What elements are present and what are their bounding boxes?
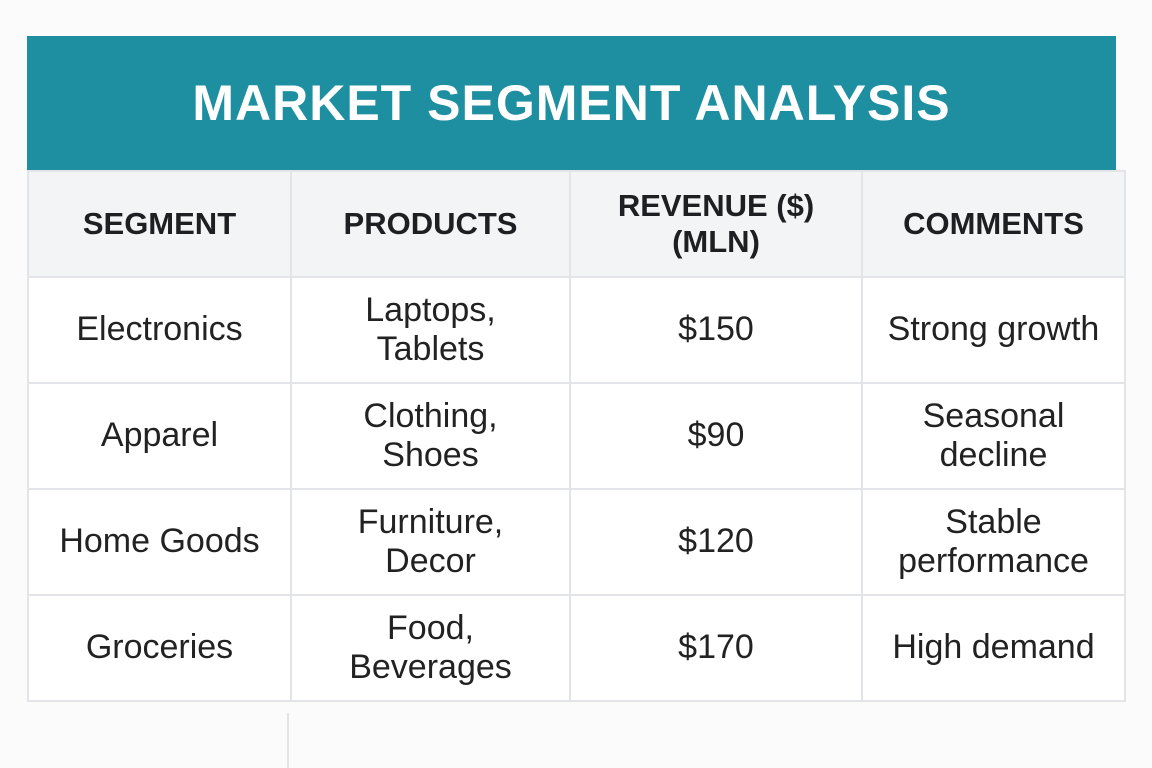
- table-cell: Home Goods: [27, 488, 292, 596]
- table-cell: Clothing, Shoes: [290, 382, 571, 490]
- divider: [287, 713, 289, 768]
- table-body: Electronics Laptops, Tablets $150 Strong gr…: [27, 276, 1126, 702]
- cell-text: High demand: [892, 628, 1095, 667]
- table-cell: Stable performance: [861, 488, 1126, 596]
- cell-text: Apparel: [100, 416, 219, 455]
- table-row: Groceries Food, Beverages $170 High demand: [27, 594, 1126, 702]
- table-row: Apparel Clothing, Shoes $90 Seasonal declin…: [27, 382, 1126, 490]
- header-row: SEGMENT PRODUCTS REVENUE ($) (MLN) COMMENTS: [27, 170, 1126, 278]
- cell-text: Stable performance: [898, 502, 1089, 580]
- table-cell: $150: [569, 276, 863, 384]
- cell-text: $150: [678, 310, 754, 349]
- cell-text: Furniture, Decor: [357, 502, 504, 580]
- column-header-text: COMMENTS: [903, 206, 1084, 242]
- table-cell: Groceries: [27, 594, 292, 702]
- column-header-text: REVENUE ($) (MLN): [617, 188, 815, 259]
- data-table: SEGMENT PRODUCTS REVENUE ($) (MLN) COMMENTS…: [27, 170, 1126, 702]
- cell-text: Groceries: [85, 628, 234, 667]
- table-cell: Apparel: [27, 382, 292, 490]
- table-row: Electronics Laptops, Tablets $150 Strong gr…: [27, 276, 1126, 384]
- table-cell: $170: [569, 594, 863, 702]
- title-bar: MARKET SEGMENT ANALYSIS: [27, 36, 1116, 170]
- table-cell: Laptops, Tablets: [290, 276, 571, 384]
- cell-text: $120: [678, 522, 754, 561]
- cell-text: Home Goods: [59, 522, 260, 561]
- cell-text: $170: [678, 628, 754, 667]
- table-cell: $120: [569, 488, 863, 596]
- table-cell: Strong growth: [861, 276, 1126, 384]
- table-cell: Food, Beverages: [290, 594, 571, 702]
- cell-text: Clothing, Shoes: [363, 396, 498, 474]
- column-header: PRODUCTS: [290, 170, 571, 278]
- table-cell: Furniture, Decor: [290, 488, 571, 596]
- cell-text: Electronics: [76, 310, 243, 349]
- title: MARKET SEGMENT ANALYSIS: [192, 75, 951, 131]
- table-row: Home Goods Furniture, Decor $120 Stable per…: [27, 488, 1126, 596]
- cell-text: Laptops, Tablets: [365, 290, 496, 368]
- column-header: SEGMENT: [27, 170, 292, 278]
- cell-text: Seasonal decline: [922, 396, 1065, 474]
- column-header-text: SEGMENT: [82, 206, 237, 242]
- column-header: COMMENTS: [861, 170, 1126, 278]
- column-header: REVENUE ($) (MLN): [569, 170, 863, 278]
- cell-text: Food, Beverages: [349, 608, 512, 686]
- table-cell: $90: [569, 382, 863, 490]
- cell-text: $90: [687, 416, 745, 455]
- table-cell: Electronics: [27, 276, 292, 384]
- table-cell: High demand: [861, 594, 1126, 702]
- table-cell: Seasonal decline: [861, 382, 1126, 490]
- cell-text: Strong growth: [887, 310, 1100, 349]
- column-header-text: PRODUCTS: [343, 206, 518, 242]
